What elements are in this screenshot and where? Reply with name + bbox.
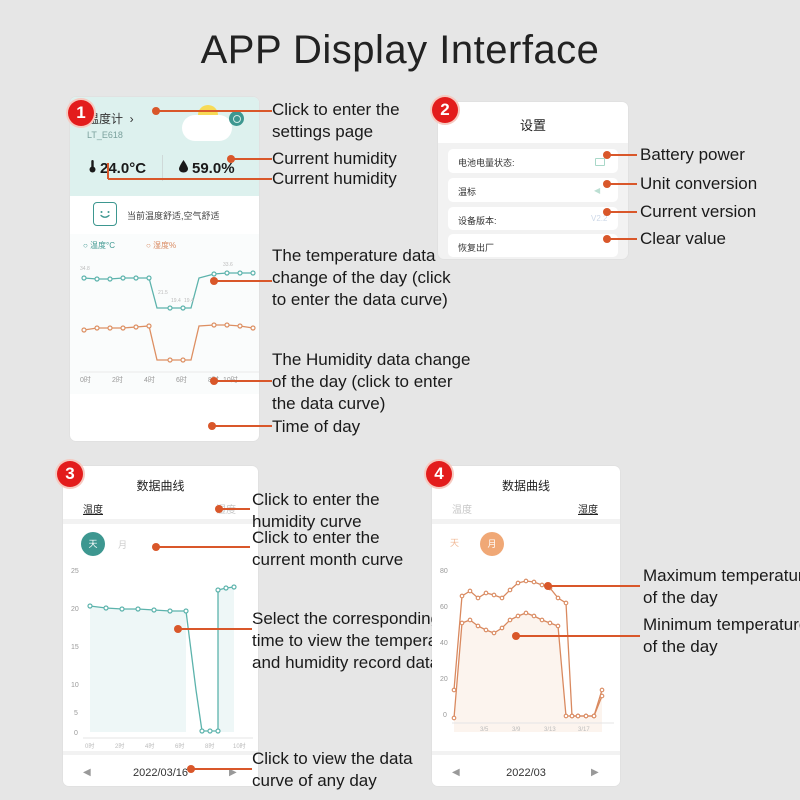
- svg-text:21.5: 21.5: [158, 290, 168, 296]
- svg-text:34.8: 34.8: [80, 266, 90, 272]
- svg-text:19.4: 19.4: [184, 298, 194, 304]
- svg-text:19.4: 19.4: [171, 298, 181, 304]
- svg-text:33.6: 33.6: [223, 262, 233, 268]
